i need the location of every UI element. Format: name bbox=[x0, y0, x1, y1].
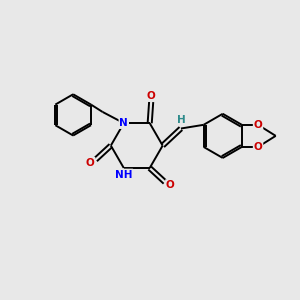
Text: H: H bbox=[177, 115, 186, 125]
Text: O: O bbox=[254, 120, 262, 130]
Text: O: O bbox=[147, 91, 156, 101]
Text: O: O bbox=[166, 180, 175, 190]
Text: O: O bbox=[254, 142, 262, 152]
Text: O: O bbox=[86, 158, 94, 168]
Text: NH: NH bbox=[115, 169, 133, 179]
Text: N: N bbox=[119, 118, 128, 128]
